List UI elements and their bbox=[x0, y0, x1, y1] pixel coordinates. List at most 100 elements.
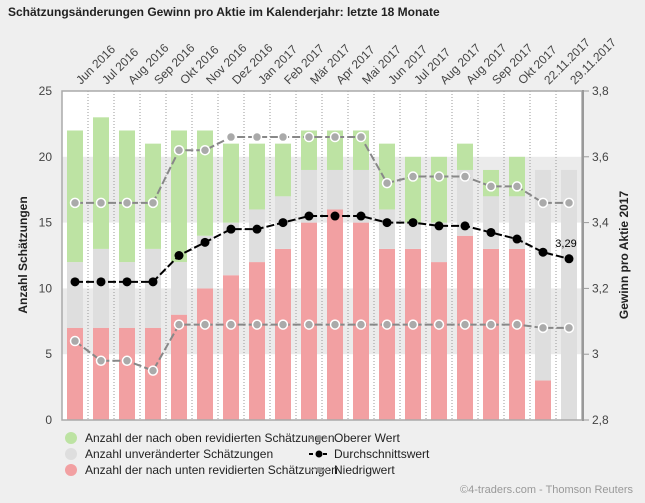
point-high bbox=[277, 131, 289, 143]
bar-up bbox=[457, 143, 473, 170]
bar-unchanged bbox=[223, 222, 239, 276]
y-right-tick-label: 3,6 bbox=[592, 150, 609, 164]
legend-line-black-icon bbox=[309, 450, 329, 458]
bar-up bbox=[145, 143, 161, 249]
point-low bbox=[329, 319, 341, 330]
point-avg bbox=[460, 221, 470, 231]
bar-up bbox=[249, 143, 265, 210]
point-high bbox=[485, 181, 497, 192]
point-low bbox=[277, 319, 289, 330]
point-low bbox=[225, 319, 237, 330]
point-low bbox=[459, 319, 471, 330]
point-high bbox=[251, 131, 263, 143]
point-avg bbox=[408, 218, 418, 228]
point-low bbox=[173, 319, 185, 330]
legend-item-down[interactable]: Anzahl der nach unten revidierten Schätz… bbox=[65, 462, 338, 478]
bar-down bbox=[119, 327, 135, 420]
legend-swatch-gray bbox=[65, 448, 77, 460]
legend-line-gray-icon bbox=[309, 467, 329, 473]
legend-swatch-green bbox=[65, 432, 77, 444]
bar-down bbox=[327, 209, 343, 420]
bar-down bbox=[67, 327, 83, 420]
bar-unchanged bbox=[327, 169, 343, 210]
point-low bbox=[95, 355, 107, 367]
point-avg bbox=[70, 277, 80, 287]
point-low bbox=[433, 319, 445, 330]
point-avg bbox=[174, 251, 184, 260]
point-high bbox=[173, 144, 185, 156]
point-low bbox=[485, 319, 497, 330]
y-tick-label: 20 bbox=[39, 150, 53, 164]
bar-unchanged bbox=[171, 262, 187, 315]
point-high bbox=[563, 197, 575, 209]
point-low bbox=[69, 335, 81, 347]
bar-unchanged bbox=[379, 209, 395, 249]
point-avg bbox=[330, 211, 340, 221]
y-tick-label: 10 bbox=[39, 281, 53, 295]
bar-up bbox=[431, 156, 447, 223]
bar-up bbox=[197, 130, 213, 236]
bar-down bbox=[509, 248, 525, 420]
bar-unchanged bbox=[119, 262, 135, 328]
point-avg bbox=[226, 224, 236, 234]
legend-item-up[interactable]: Anzahl der nach oben revidierten Schätzu… bbox=[65, 430, 335, 446]
point-avg bbox=[486, 227, 496, 237]
point-high bbox=[69, 197, 81, 209]
y-tick-label: 25 bbox=[39, 84, 53, 98]
point-avg bbox=[148, 277, 158, 287]
y-tick-label: 0 bbox=[45, 413, 52, 427]
legend-item-low[interactable]: Niedrigwert bbox=[308, 462, 395, 478]
legend-line-gray-icon bbox=[309, 435, 329, 441]
legend-item-unchanged[interactable]: Anzahl unveränderter Schätzungen bbox=[65, 446, 273, 462]
point-low bbox=[147, 365, 159, 376]
point-avg bbox=[96, 277, 106, 287]
bar-up bbox=[405, 156, 421, 223]
bar-down bbox=[483, 248, 499, 420]
y-tick-label: 5 bbox=[45, 347, 52, 361]
bar-down bbox=[171, 314, 187, 420]
bar-down bbox=[93, 327, 109, 420]
legend-label: Oberer Wert bbox=[334, 431, 400, 445]
point-low bbox=[303, 319, 315, 330]
point-high bbox=[511, 181, 523, 192]
point-high bbox=[199, 144, 211, 156]
legend-swatch-red bbox=[65, 464, 77, 476]
point-high bbox=[303, 131, 315, 143]
point-low bbox=[251, 319, 263, 330]
point-low bbox=[407, 319, 419, 330]
y-right-tick-label: 3 bbox=[592, 347, 599, 361]
bar-unchanged bbox=[405, 222, 421, 249]
point-avg bbox=[252, 224, 262, 234]
bar-unchanged bbox=[353, 169, 369, 223]
legend-label: Anzahl der nach oben revidierten Schätzu… bbox=[85, 431, 335, 445]
point-low bbox=[381, 319, 393, 330]
point-high bbox=[225, 131, 237, 143]
bar-down bbox=[431, 262, 447, 420]
bar-unchanged bbox=[509, 196, 525, 249]
bar-up bbox=[119, 130, 135, 263]
bar-unchanged bbox=[483, 196, 499, 249]
point-high bbox=[355, 131, 367, 143]
point-high bbox=[459, 171, 471, 182]
bar-unchanged bbox=[249, 209, 265, 263]
legend-item-high[interactable]: Oberer Wert bbox=[308, 430, 400, 446]
legend-label: Anzahl unveränderter Schätzungen bbox=[85, 447, 274, 461]
bar-down bbox=[223, 275, 239, 420]
data-label: 3,29 bbox=[555, 238, 576, 250]
legend-label: Durchschnittswert bbox=[334, 447, 430, 461]
bar-unchanged bbox=[67, 262, 83, 328]
point-low bbox=[563, 322, 575, 334]
point-low bbox=[537, 322, 549, 334]
legend-item-avg[interactable]: Durchschnittswert bbox=[308, 446, 429, 462]
bar-unchanged bbox=[145, 248, 161, 328]
y-right-tick-label: 3,2 bbox=[592, 281, 609, 295]
point-avg bbox=[538, 247, 548, 257]
point-low bbox=[199, 319, 211, 330]
bar-unchanged bbox=[197, 235, 213, 289]
bar-down bbox=[249, 262, 265, 420]
point-avg bbox=[512, 234, 522, 244]
bar-up bbox=[275, 143, 291, 197]
point-avg bbox=[356, 211, 366, 221]
point-high bbox=[329, 131, 341, 143]
point-high bbox=[381, 177, 393, 189]
